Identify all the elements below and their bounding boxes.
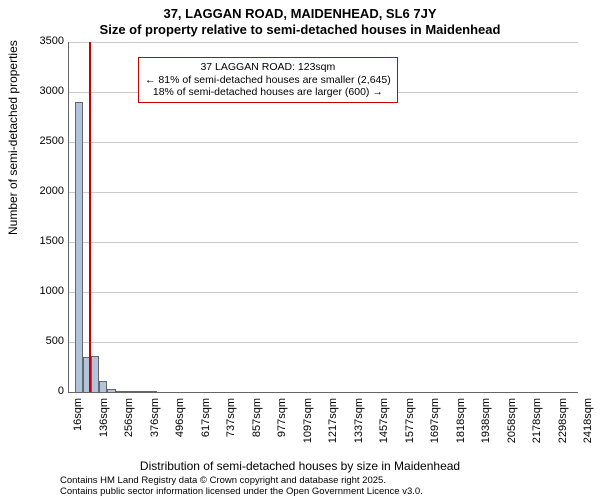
ytick-label: 2500	[26, 135, 64, 147]
xtick-label: 496sqm	[174, 398, 186, 452]
xtick-label: 1457sqm	[378, 398, 390, 452]
xtick-label: 2298sqm	[557, 398, 569, 452]
ytick-label: 1000	[26, 285, 64, 297]
xtick-label: 857sqm	[251, 398, 263, 452]
annotation-line3: 18% of semi-detached houses are larger (…	[145, 86, 391, 99]
ytick-label: 3000	[26, 85, 64, 97]
chart-title-line2: Size of property relative to semi-detach…	[0, 22, 600, 37]
gridline	[68, 192, 578, 193]
gridline	[68, 342, 578, 343]
xtick-label: 1217sqm	[327, 398, 339, 452]
xtick-label: 2178sqm	[531, 398, 543, 452]
x-axis-line	[68, 392, 578, 393]
plot-area: 050010001500200025003000350016sqm136sqm2…	[68, 42, 578, 392]
xtick-label: 376sqm	[149, 398, 161, 452]
xtick-label: 977sqm	[276, 398, 288, 452]
footnote: Contains HM Land Registry data © Crown c…	[60, 476, 423, 498]
y-axis-line	[68, 42, 69, 392]
ytick-label: 3500	[26, 35, 64, 47]
y-axis-label: Number of semi-detached properties	[6, 40, 20, 235]
ytick-label: 0	[26, 385, 64, 397]
ytick-label: 1500	[26, 235, 64, 247]
ytick-label: 500	[26, 335, 64, 347]
xtick-label: 617sqm	[200, 398, 212, 452]
highlight-line	[89, 42, 91, 392]
xtick-label: 1337sqm	[353, 398, 365, 452]
ytick-label: 2000	[26, 185, 64, 197]
xtick-label: 1818sqm	[455, 398, 467, 452]
histogram-bar	[99, 381, 107, 392]
xtick-label: 1697sqm	[429, 398, 441, 452]
xtick-label: 256sqm	[123, 398, 135, 452]
chart-container: 37, LAGGAN ROAD, MAIDENHEAD, SL6 7JY Siz…	[0, 0, 600, 500]
xtick-label: 1097sqm	[302, 398, 314, 452]
gridline	[68, 142, 578, 143]
xtick-label: 737sqm	[225, 398, 237, 452]
histogram-bar	[75, 102, 83, 392]
xtick-label: 1577sqm	[404, 398, 416, 452]
footnote-line2: Contains public sector information licen…	[60, 487, 423, 498]
annotation-box: 37 LAGGAN ROAD: 123sqm← 81% of semi-deta…	[138, 57, 398, 103]
gridline	[68, 242, 578, 243]
histogram-bar	[91, 356, 99, 392]
annotation-line2: ← 81% of semi-detached houses are smalle…	[145, 74, 391, 87]
xtick-label: 16sqm	[72, 398, 84, 452]
chart-title-line1: 37, LAGGAN ROAD, MAIDENHEAD, SL6 7JY	[0, 6, 600, 21]
xtick-label: 2418sqm	[582, 398, 594, 452]
xtick-label: 136sqm	[98, 398, 110, 452]
xtick-label: 1938sqm	[480, 398, 492, 452]
xtick-label: 2058sqm	[506, 398, 518, 452]
x-axis-label: Distribution of semi-detached houses by …	[0, 459, 600, 473]
annotation-line1: 37 LAGGAN ROAD: 123sqm	[145, 61, 391, 74]
gridline	[68, 42, 578, 43]
gridline	[68, 292, 578, 293]
